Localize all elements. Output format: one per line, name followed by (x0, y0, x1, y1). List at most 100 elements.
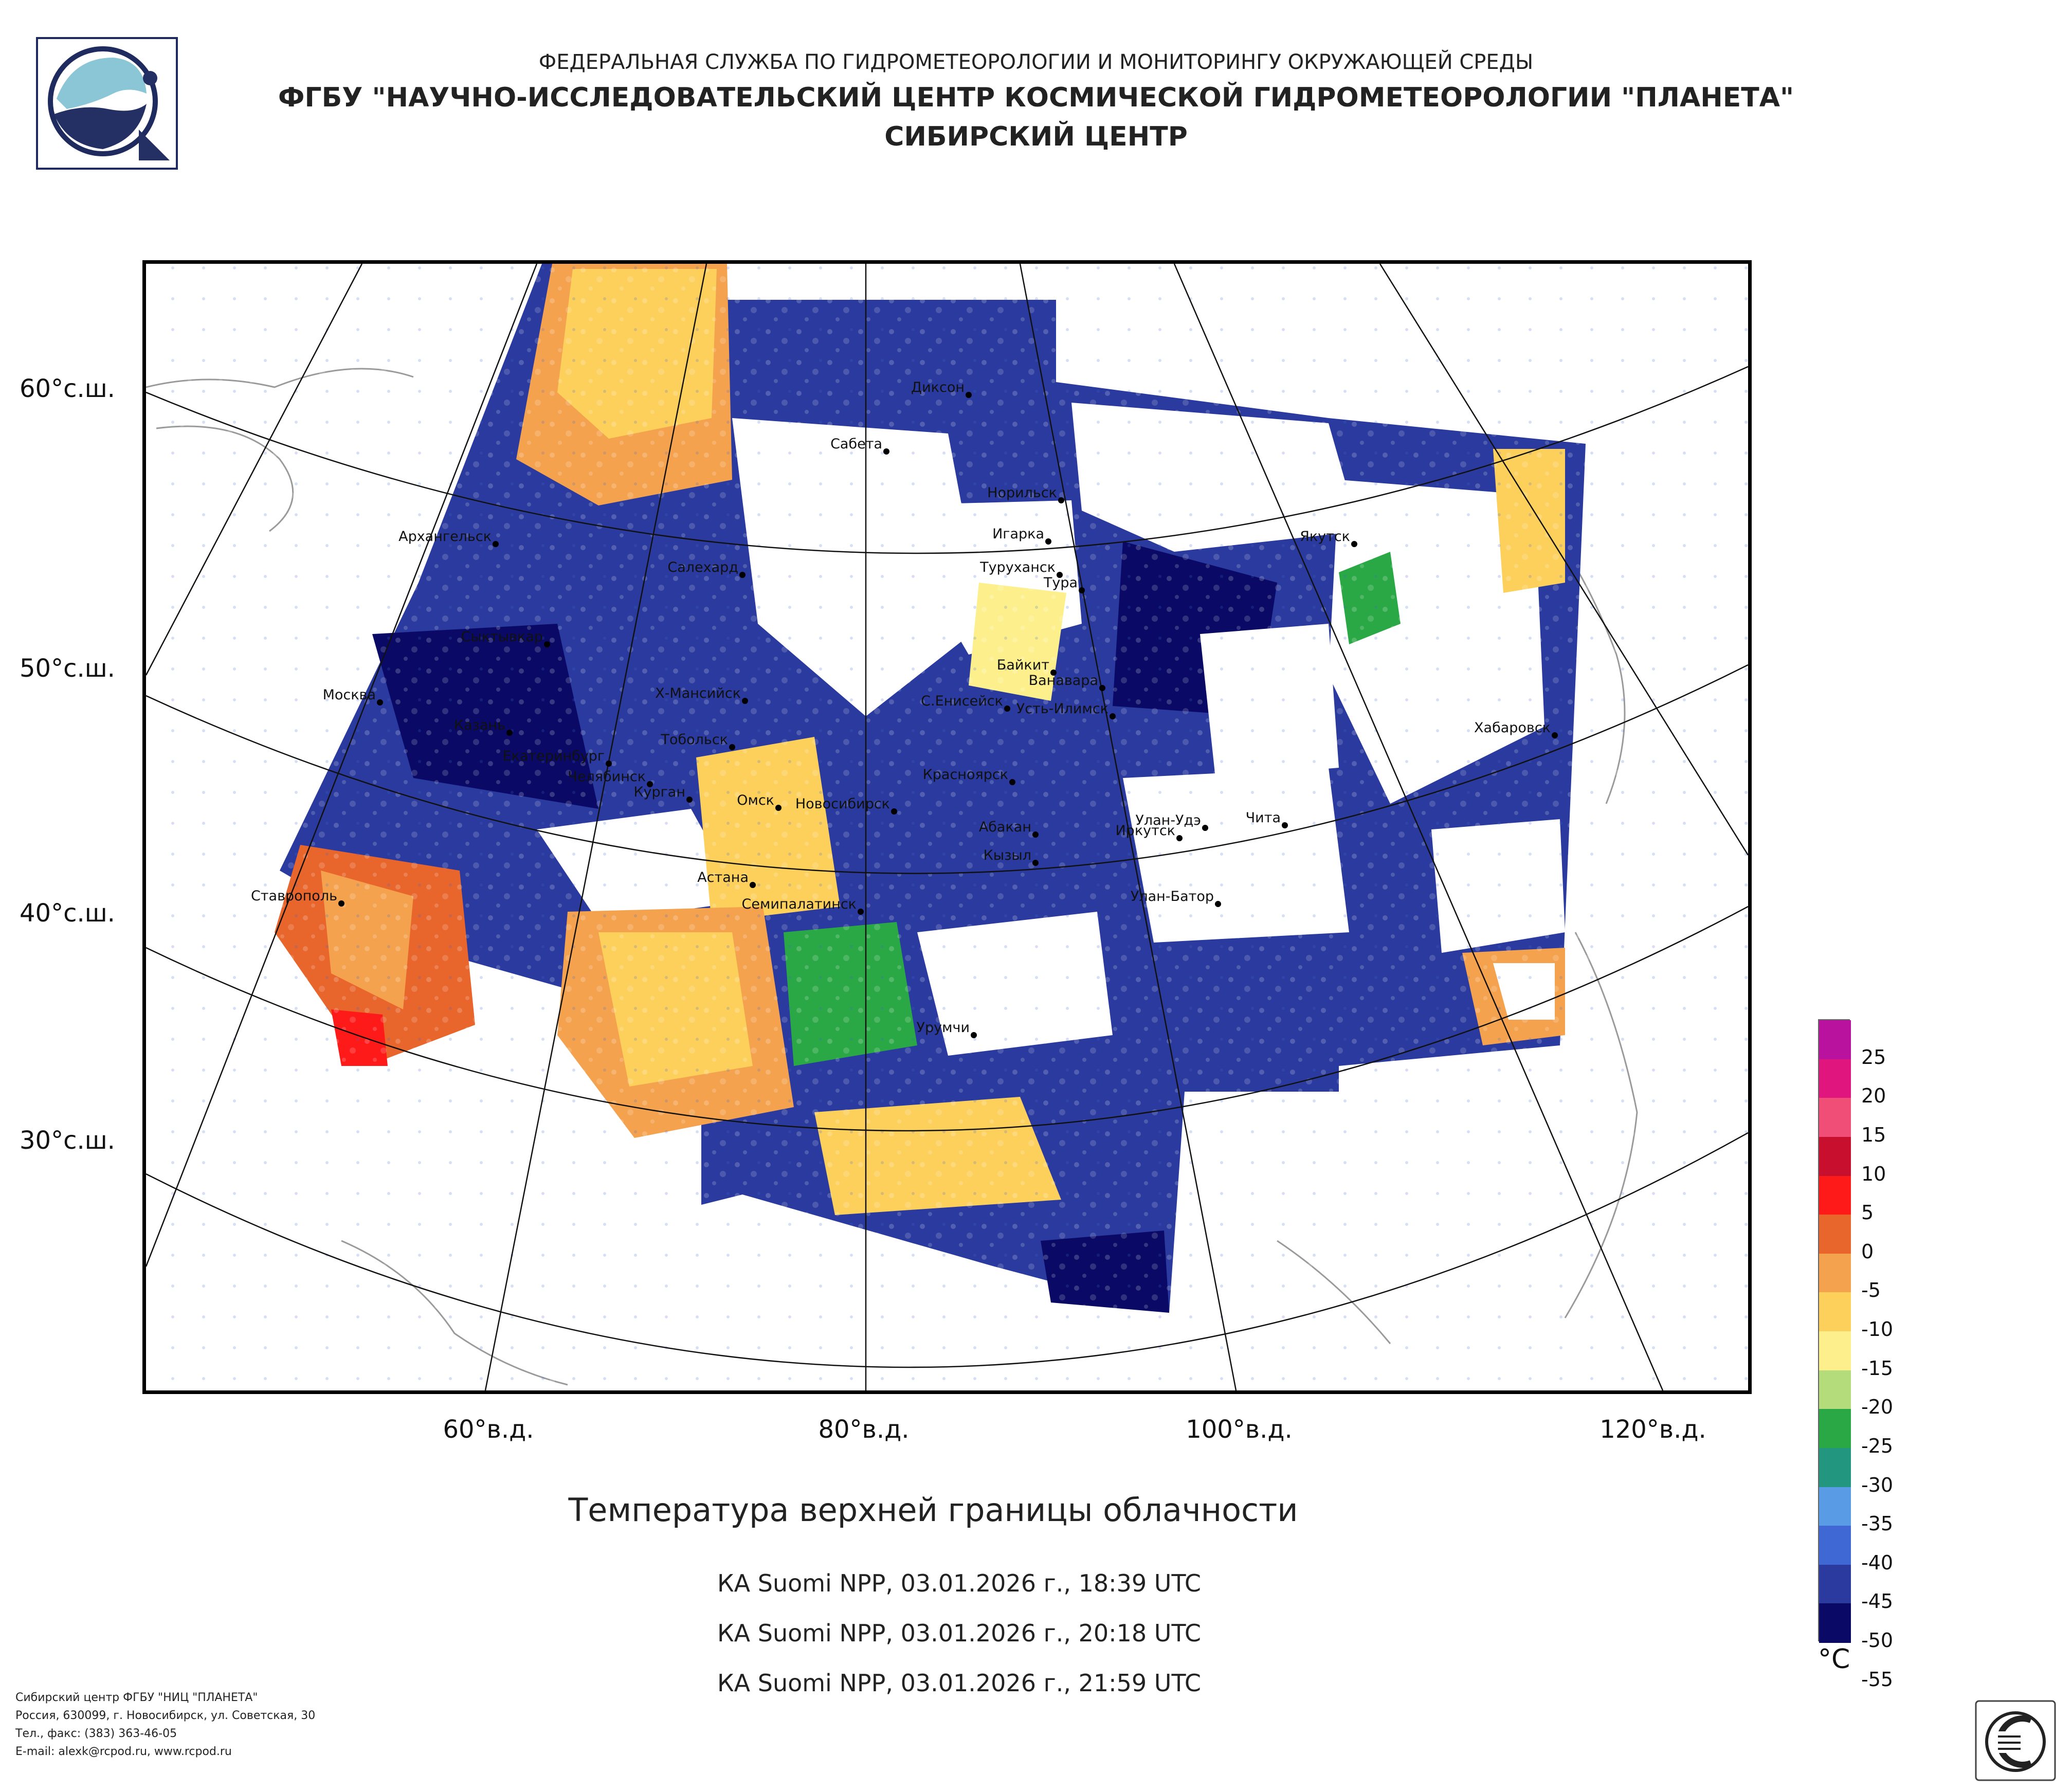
city-dot (606, 761, 612, 767)
legend-swatch (1819, 1098, 1851, 1137)
city-dot (883, 448, 889, 455)
city-marker: Новосибирск (795, 796, 897, 815)
city-dot (891, 808, 897, 815)
city-marker: Абакан (979, 819, 1039, 838)
city-dot (1282, 822, 1288, 828)
legend-tick-label: -25 (1861, 1434, 1894, 1457)
cloud-swath (146, 264, 1748, 1390)
city-marker: С.Енисейск (921, 693, 1010, 712)
city-dot (1009, 779, 1015, 785)
legend-swatch (1819, 1487, 1851, 1527)
legend-tick-label: 20 (1861, 1084, 1886, 1108)
legend-swatch (1819, 1370, 1851, 1410)
certification-emblem (1974, 1699, 2057, 1782)
city-marker: Тобольск (660, 732, 735, 750)
city-marker: Курган (633, 784, 693, 803)
city-marker: Сабета (830, 436, 889, 455)
city-dot (1045, 538, 1051, 545)
legend-tick-label: -10 (1861, 1318, 1894, 1341)
city-dot (1004, 705, 1010, 712)
city-label: Екатеринбург (502, 748, 605, 764)
planeta-logo (36, 37, 178, 170)
city-marker: Урумчи (917, 1020, 977, 1038)
lat-label-30: 30°с.ш. (20, 1126, 115, 1155)
city-dot (1215, 901, 1221, 907)
city-dot (1032, 831, 1039, 838)
legend-swatch (1819, 1020, 1851, 1060)
legend-tick-label: -30 (1861, 1473, 1894, 1496)
city-layer: Диксон Сабета Норильск Игарка Архангельск Сал… (251, 379, 1558, 1038)
city-marker: Ставрополь (251, 888, 344, 907)
city-label: Ванавара (1029, 673, 1098, 689)
city-marker: Усть-Илимск (1016, 701, 1116, 719)
city-marker: Байкит (997, 657, 1057, 676)
lon-label-60: 60°в.д. (443, 1415, 534, 1444)
graticule (146, 264, 1748, 1390)
city-label: Туруханск (979, 559, 1056, 575)
legend-ticks: 25 20 15 10 5 0 -5 -10 -15 -20 -25 -30 -35 -40 -45 -50 -… (1818, 1019, 1972, 1691)
lat-label-60: 60°с.ш. (20, 374, 115, 403)
city-marker: Салехард (667, 559, 746, 578)
city-dot (742, 698, 748, 704)
city-label: Новосибирск (795, 796, 890, 812)
city-marker: Х-Мансийск (655, 685, 748, 704)
legend-tick-label: 25 (1861, 1045, 1886, 1069)
legend-tick-label: 5 (1861, 1201, 1874, 1224)
city-label: Омск (737, 792, 774, 808)
city-marker: Архангельск (398, 529, 499, 547)
city-marker: Астана (697, 870, 756, 888)
legend-swatch (1819, 1448, 1851, 1488)
city-dot (1058, 497, 1064, 503)
legend-colorbar (1818, 1019, 1851, 1643)
city-dot (506, 730, 513, 736)
lon-label-100: 100°в.д. (1186, 1415, 1293, 1444)
city-marker: Иркутск (1115, 823, 1183, 841)
city-label: С.Енисейск (921, 693, 1003, 709)
city-label: Салехард (667, 559, 738, 575)
city-dot (1176, 835, 1183, 841)
city-dot (966, 392, 972, 398)
city-label: Абакан (979, 819, 1031, 835)
city-label: Кызыл (984, 847, 1031, 863)
legend-tick-label: 15 (1861, 1123, 1886, 1146)
city-dot (493, 541, 499, 547)
footer-email: E-mail: alexk@rcpod.ru, www.rcpod.ru (15, 1745, 232, 1758)
city-dot (775, 805, 781, 811)
pass-3: КА Suomi NPP, 03.01.2026 г., 21:59 UTC (717, 1669, 1202, 1697)
legend-swatch (1819, 1253, 1851, 1293)
legend-tick-label: -35 (1861, 1512, 1894, 1535)
city-label: Диксон (911, 379, 965, 395)
legend-tick-label: 0 (1861, 1240, 1874, 1263)
city-label: Игарка (992, 526, 1044, 542)
satellite-map: Диксон Сабета Норильск Игарка Архангельск Сал… (142, 260, 1752, 1394)
footer-phone: Тел., факс: (383) 363-46-05 (15, 1727, 177, 1740)
city-label: Казань (454, 717, 505, 733)
city-marker: Чита (1246, 810, 1288, 828)
lat-label-50: 50°с.ш. (20, 654, 115, 683)
city-dot (1050, 670, 1057, 676)
city-dot (729, 744, 735, 750)
city-dot (647, 781, 653, 787)
legend-swatch (1819, 1059, 1851, 1099)
city-label: Урумчи (917, 1020, 970, 1036)
lon-label-80: 80°в.д. (818, 1415, 910, 1444)
city-dot (971, 1032, 977, 1038)
header-organization: ФГБУ "НАУЧНО-ИССЛЕДОВАТЕЛЬСКИЙ ЦЕНТР КОС… (278, 82, 1794, 113)
map-canvas: Диксон Сабета Норильск Игарка Архангельск Сал… (146, 264, 1748, 1390)
city-label: Хабаровск (1474, 720, 1551, 736)
product-title: Температура верхней границы облачности (568, 1491, 1298, 1529)
legend-swatch (1819, 1215, 1851, 1254)
legend-tick-label: -50 (1861, 1629, 1894, 1652)
legend-swatch (1819, 1526, 1851, 1565)
city-dot (377, 699, 383, 705)
city-dot (739, 572, 746, 578)
city-marker: Хабаровск (1474, 720, 1558, 738)
city-label: Челябинск (568, 769, 646, 785)
city-label: Байкит (997, 657, 1049, 673)
legend-tick-label: -20 (1861, 1396, 1894, 1419)
city-dot (338, 900, 344, 907)
city-marker: Улан-Батор (1131, 889, 1221, 907)
city-dot (544, 641, 550, 647)
city-marker: Тура (1043, 575, 1085, 593)
footer-org: Сибирский центр ФГБУ "НИЦ "ПЛАНЕТА" (15, 1691, 258, 1704)
